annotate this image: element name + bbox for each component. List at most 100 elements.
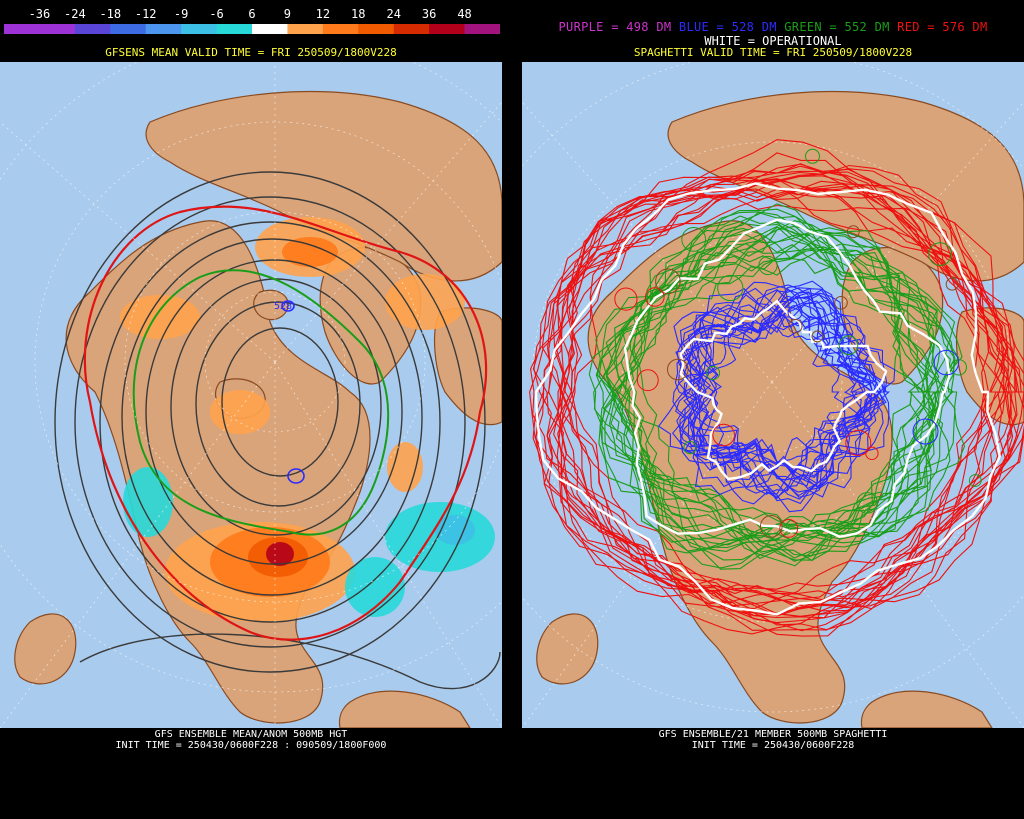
- spaghetti-cell: [928, 242, 952, 266]
- spaghetti-cell: [912, 418, 939, 445]
- spaghetti-contours: [529, 139, 1024, 637]
- colorbar-tick-label: -18: [99, 7, 122, 21]
- spaghetti-cell: [636, 369, 659, 392]
- left-title: GFSENS MEAN VALID TIME = FRI 250509/1800…: [105, 46, 397, 59]
- spaghetti-member: [532, 152, 1009, 603]
- spaghetti-cell: [683, 441, 697, 455]
- spaghetti-cell: [788, 319, 803, 334]
- spaghetti-member: [684, 287, 871, 488]
- spaghetti-cell: [933, 349, 960, 376]
- left-footer-line-2: INIT TIME = 250430/0600F228 : 090509/180…: [115, 740, 387, 751]
- colorbar-swatch: [216, 24, 253, 34]
- colorbar-swatch: [74, 24, 111, 34]
- spaghetti-member: [556, 179, 990, 610]
- spaghetti-cell: [712, 423, 735, 447]
- colorbar-swatch: [393, 24, 430, 34]
- colorbar-swatch: [252, 24, 288, 34]
- spaghetti-member: [533, 139, 1020, 610]
- spaghetti-member: [679, 299, 888, 481]
- spaghetti-member: [610, 247, 940, 567]
- spaghetti-member: [613, 221, 956, 552]
- spaghetti-cell: [717, 274, 744, 302]
- spaghetti-member: [682, 300, 886, 500]
- spaghetti-member: [556, 175, 1024, 617]
- spaghetti-member: [595, 220, 949, 548]
- left-map[interactable]: 528: [0, 62, 502, 728]
- right-title: SPAGHETTI VALID TIME = FRI 250509/1800V2…: [633, 46, 913, 59]
- spaghetti-cell: [760, 515, 783, 538]
- right-footer-line-1: GFS ENSEMBLE/21 MEMBER 500MB SPAGHETTI: [658, 729, 888, 740]
- legend-red: RED = 576 DM: [897, 20, 988, 34]
- colorbar-tick-label: -24: [64, 7, 86, 21]
- colorbar-swatch: [145, 24, 182, 34]
- colorbar-swatch: [181, 24, 218, 34]
- colorbar-tick-label: -12: [134, 7, 157, 21]
- spaghetti-member: [541, 171, 1015, 610]
- lat-lon-grid: [0, 62, 502, 728]
- colorbar-tick-label: 6: [248, 7, 256, 21]
- spaghetti-member: [604, 243, 944, 550]
- colorbar: [4, 24, 500, 34]
- panel-divider: [502, 0, 522, 819]
- legend-purple: PURPLE = 498 DM: [558, 20, 672, 34]
- spaghetti-cell: [811, 330, 824, 343]
- right-map[interactable]: [522, 62, 1024, 728]
- spaghetti-cell: [667, 358, 689, 381]
- colorbar-tick-label: 36: [421, 7, 437, 21]
- spaghetti-member: [689, 307, 880, 500]
- colorbar-swatch: [429, 24, 466, 34]
- height-contours: [54, 171, 501, 690]
- legend-white: WHITE = OPERATIONAL: [704, 34, 842, 48]
- spaghetti-cell: [655, 268, 681, 295]
- colorbar-swatch: [287, 24, 324, 34]
- colorbar-tick-label: -9: [173, 7, 189, 21]
- spaghetti-legend: PURPLE = 498 DM BLUE = 528 DM GREEN = 55…: [522, 20, 1024, 34]
- spaghetti-member: [684, 292, 879, 475]
- spaghetti-cell: [681, 227, 707, 252]
- spaghetti-cell: [728, 442, 747, 460]
- colorbar-swatch: [39, 24, 76, 34]
- colorbar-swatch: [4, 24, 40, 34]
- spaghetti-member: [601, 225, 963, 552]
- spaghetti-cell: [846, 225, 860, 239]
- spaghetti-member: [657, 292, 890, 495]
- spaghetti-cell: [950, 359, 967, 376]
- spaghetti-member: [623, 218, 951, 538]
- spaghetti-member: [683, 304, 866, 498]
- spaghetti-cell: [838, 335, 859, 356]
- spaghetti-cell: [968, 474, 982, 487]
- spaghetti-cell: [705, 365, 721, 381]
- spaghetti-member: [598, 215, 956, 569]
- spaghetti-member: [535, 183, 1017, 631]
- spaghetti-cell: [645, 287, 665, 307]
- spaghetti-member: [557, 196, 993, 617]
- spaghetti-member: [674, 284, 872, 490]
- colorbar-swatch: [464, 24, 500, 34]
- spaghetti-member: [598, 227, 956, 562]
- colorbar-tick-label: 12: [315, 7, 331, 21]
- colorbar-swatch: [110, 24, 147, 34]
- spaghetti-cell: [779, 519, 799, 538]
- right-footer-line-2: INIT TIME = 250430/0600F228: [691, 740, 855, 751]
- spaghetti-member: [548, 163, 1024, 617]
- spaghetti-cell: [945, 277, 959, 291]
- legend-blue: BLUE = 528 DM: [678, 20, 777, 34]
- colorbar-tick-label: -6: [209, 7, 224, 21]
- spaghetti-cell: [845, 429, 872, 456]
- colorbar-tick-label: 48: [457, 7, 472, 21]
- spaghetti-cell: [865, 446, 879, 460]
- spaghetti-cell: [834, 296, 848, 310]
- spaghetti-member: [671, 293, 875, 481]
- legend-green: GREEN = 552 DM: [784, 20, 890, 34]
- spaghetti-cell: [856, 492, 879, 514]
- colorbar-tick-label: 9: [283, 7, 292, 21]
- colorbar-tick-label: 24: [386, 7, 401, 21]
- spaghetti-cell: [758, 255, 778, 276]
- spaghetti-member: [547, 163, 1006, 609]
- colorbar-swatch: [358, 24, 395, 34]
- spaghetti-cell: [614, 287, 638, 311]
- spaghetti-cell: [805, 148, 820, 164]
- spaghetti-member: [609, 243, 934, 559]
- colorbar-tick-label: -36: [28, 7, 51, 21]
- spaghetti-member: [543, 168, 1024, 624]
